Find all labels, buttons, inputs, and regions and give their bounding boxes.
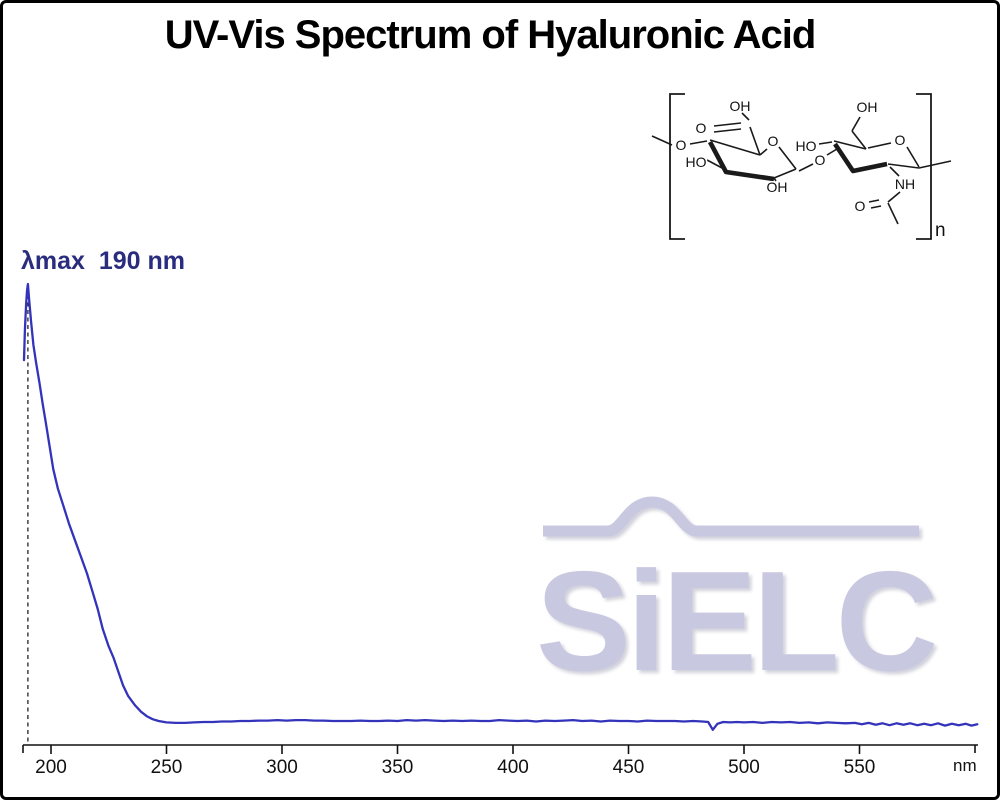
sielc-watermark-logo: SiELC (536, 496, 939, 701)
spectrum-curve (22, 282, 979, 731)
x-tick-label: 550 (844, 757, 876, 778)
x-tick-label: 400 (497, 757, 529, 778)
svg-text:OH: OH (857, 99, 878, 115)
svg-text:HO: HO (796, 138, 817, 154)
watermark-text: SiELC (536, 542, 935, 701)
svg-text:O: O (855, 198, 866, 214)
svg-text:O: O (676, 137, 687, 153)
chromatogram-peak-icon (543, 496, 919, 537)
x-tick-label: 200 (35, 757, 67, 778)
svg-text:O: O (696, 120, 707, 136)
chart-title: UV-Vis Spectrum of Hyaluronic Acid (164, 13, 817, 57)
svg-text:OH: OH (767, 179, 788, 195)
x-tick-label: 250 (151, 757, 183, 778)
x-tick-label: 300 (266, 757, 298, 778)
x-tick-label: 500 (728, 757, 760, 778)
svg-text:O: O (895, 132, 906, 148)
svg-text:NH: NH (895, 176, 915, 192)
molecule-structure: OH O O HO O OH HO O OH O NH O n (651, 93, 952, 242)
x-tick-label: 450 (613, 757, 645, 778)
svg-text:O: O (815, 152, 826, 168)
svg-text:HO: HO (686, 154, 707, 170)
svg-text:OH: OH (730, 98, 751, 114)
svg-text:O: O (768, 133, 779, 149)
right-bracket (916, 93, 932, 240)
axis-unit-label: nm (953, 756, 977, 775)
left-bracket (669, 93, 685, 240)
repeat-subscript: n (935, 220, 946, 241)
atom-labels: OH O O HO O OH HO O OH O NH O n (674, 97, 946, 242)
plot-area: 200 250 300 350 400 450 500 550 (22, 282, 979, 778)
x-tick-label: 350 (382, 757, 414, 778)
lambda-max-label: λmax 190 nm (21, 247, 185, 275)
bonds (651, 112, 952, 225)
x-axis-ticks: 200 250 300 350 400 450 500 550 (35, 745, 875, 778)
